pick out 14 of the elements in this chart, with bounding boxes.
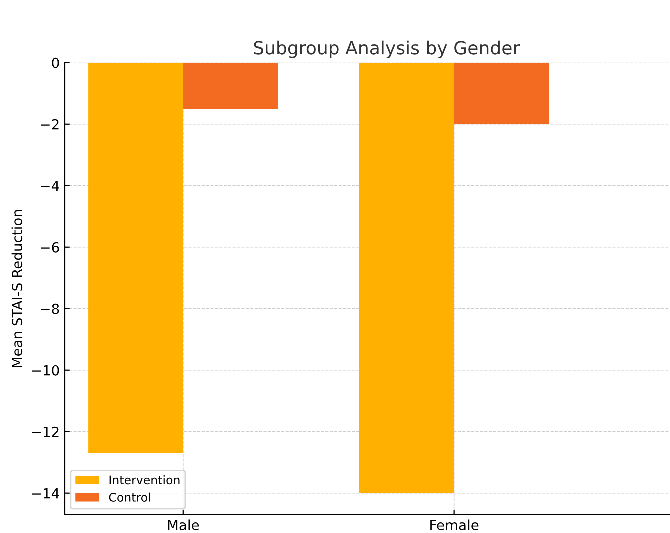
y-tick-label: −8 [41,304,60,314]
y-tick-label: −6 [41,242,60,253]
y-tick-label: −4 [41,181,60,192]
y-tick-label: 0 [52,58,60,68]
y-tick-label: −2 [41,119,59,130]
y-tick-label: −10 [32,365,60,376]
y-tick-label: −14 [32,488,60,499]
chart-title: Subgroup Analysis by Gender [254,40,520,58]
x-tick-label: Female [430,520,479,530]
y-tick-label: −12 [32,426,59,438]
legend-label: Intervention [110,476,180,485]
y-axis-title: Mean STAI-S Reduction [12,210,23,368]
legend-label: Control [109,492,150,502]
x-tick-label: Male [168,520,200,530]
